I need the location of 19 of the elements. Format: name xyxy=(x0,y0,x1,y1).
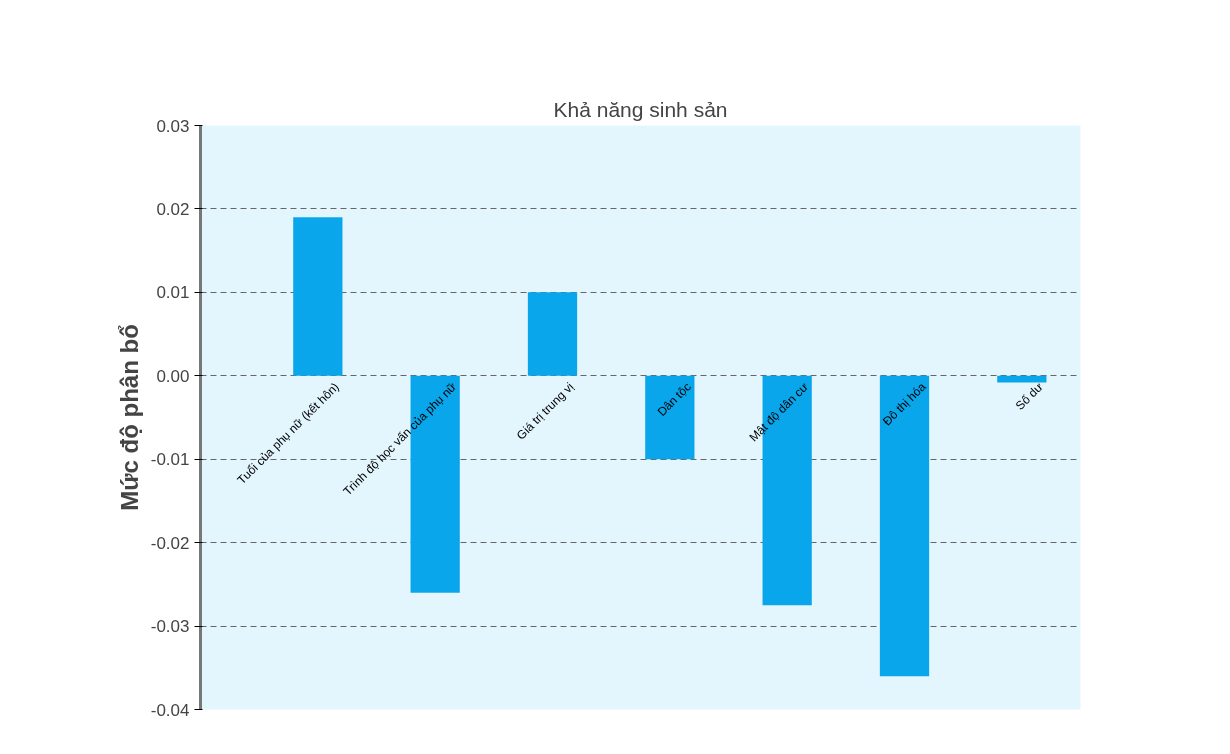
x-tick-label: Số dư xyxy=(1012,379,1046,413)
bar xyxy=(879,375,930,677)
bar xyxy=(527,292,578,376)
x-tick-label: Đô thị hóa xyxy=(879,379,929,429)
y-tick-label: 0.00 xyxy=(156,366,190,386)
y-axis-title: Mức độ phân bổ xyxy=(115,324,143,511)
y-tick-label: -0.02 xyxy=(150,533,190,553)
y-tick-label: -0.03 xyxy=(150,617,190,637)
chart-title: Khả năng sinh sản xyxy=(553,97,728,121)
bar xyxy=(645,375,695,460)
bar xyxy=(410,375,460,593)
x-tick-label: Dân tộc xyxy=(654,379,694,419)
y-tick-label: -0.04 xyxy=(150,700,190,720)
bar xyxy=(293,217,343,376)
y-tick-label: 0.02 xyxy=(156,199,190,219)
y-tick-label: 0.01 xyxy=(156,283,190,303)
y-tick-label: 0.03 xyxy=(156,116,190,136)
x-tick-label: Mật độ dân cư xyxy=(746,379,812,445)
y-tick-label: -0.01 xyxy=(150,450,190,470)
